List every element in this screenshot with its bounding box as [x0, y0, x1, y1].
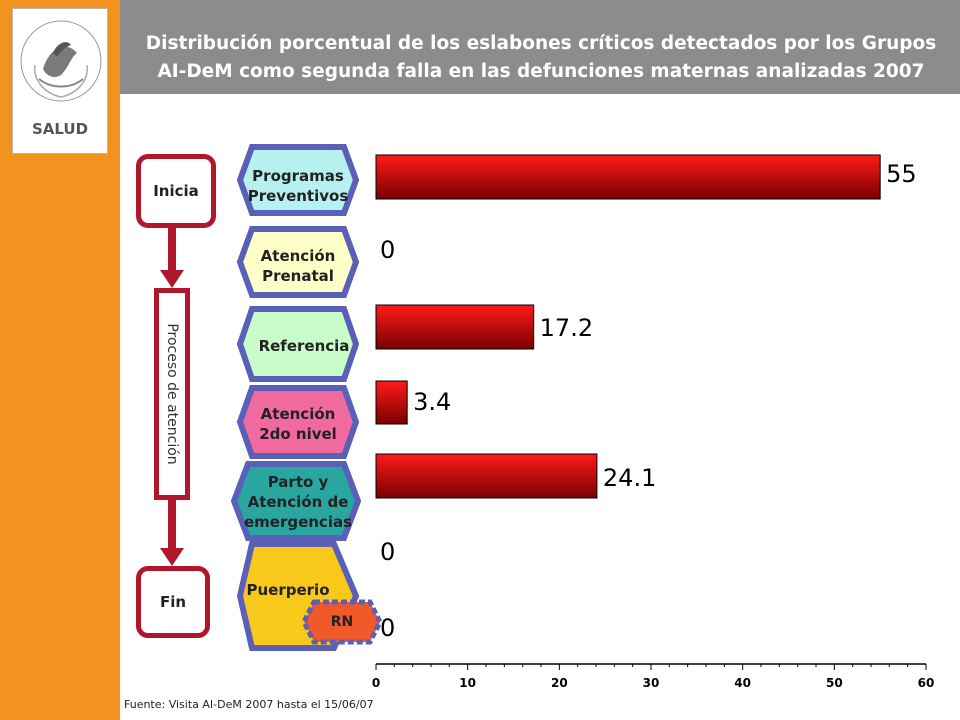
arrow-down-2-shaft: [168, 500, 176, 550]
x-tick-label-4: 40: [734, 676, 751, 690]
title-line-1: Distribución porcentual de los eslabones…: [145, 33, 937, 54]
stage-label-prenatal: Atención Prenatal: [260, 247, 336, 285]
value-label-3: 3.4: [413, 388, 452, 416]
stage-label-parto: Parto y Atención de emergencias: [243, 473, 353, 531]
bar-3: [375, 380, 408, 425]
x-tick-label-3: 30: [642, 676, 660, 690]
bar-2: [375, 304, 535, 350]
bar-0: [375, 154, 881, 200]
stage-label-2do-nivel: Atención 2do nivel: [259, 405, 337, 443]
value-label-5: 0: [380, 538, 396, 566]
value-label-6: 0: [380, 614, 396, 642]
value-label-4: 24.1: [602, 464, 657, 492]
source-footnote: Fuente: Visita AI-DeM 2007 hasta el 15/0…: [124, 698, 374, 711]
x-tick-label-5: 50: [825, 676, 843, 690]
stage-hex-prenatal: [236, 226, 360, 298]
rn-hexagon: [301, 599, 383, 645]
stage-label-referencia: Referencia: [258, 337, 350, 355]
logo-panel: [12, 8, 108, 154]
fin-label: Fin: [159, 593, 187, 611]
title-line-2: AI-DeM como segunda falla en las defunci…: [157, 61, 925, 82]
x-tick-label-2: 20: [550, 676, 568, 690]
stage-hex-parto: [230, 461, 362, 541]
header-bar: [120, 0, 960, 94]
arrow-down-2-icon: [160, 548, 184, 566]
value-label-2: 17.2: [539, 314, 594, 342]
page-title: Distribución porcentual de los eslabones…: [132, 30, 950, 86]
inicia-label: Inicia: [153, 182, 199, 200]
inicia-box: Inicia: [136, 154, 216, 228]
value-label-0: 55: [886, 160, 917, 188]
proceso-box: Proceso de atención: [154, 288, 190, 500]
x-tick-label-6: 60: [917, 676, 935, 690]
stage-hex-programas: [236, 144, 360, 216]
stage-hex-2do-nivel: [236, 385, 360, 459]
mexico-seal-icon: [20, 20, 102, 102]
salud-logo-text: SALUD: [31, 120, 89, 138]
x-tick-label-1: 10: [459, 676, 476, 690]
stage-hex-referencia: [236, 306, 360, 382]
value-label-1: 0: [380, 236, 396, 264]
bar-4: [375, 453, 598, 499]
arrow-down-1-icon: [160, 270, 184, 288]
x-tick-label-0: 0: [371, 676, 381, 690]
rn-label: RN: [330, 614, 354, 630]
stage-label-programas: Programas Preventivos: [247, 167, 349, 205]
stage-label-puerperio: Puerperio: [246, 581, 330, 599]
fin-box: Fin: [136, 566, 210, 638]
arrow-down-1-shaft: [168, 228, 176, 272]
